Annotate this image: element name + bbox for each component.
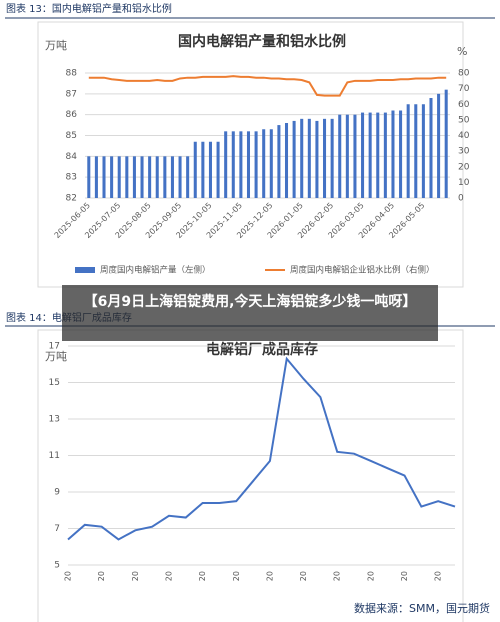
y-tick-label: 17 bbox=[49, 342, 60, 352]
bar bbox=[315, 120, 319, 198]
bar bbox=[437, 93, 441, 198]
bar bbox=[193, 141, 197, 198]
legend-label: 周度国内电解铝产量（左侧） bbox=[100, 265, 211, 276]
bar bbox=[300, 118, 304, 198]
legend-label: 周度国内电解铝企业铝水比例（右侧） bbox=[290, 265, 435, 276]
y2-tick-label: 50 bbox=[458, 115, 470, 125]
x-tick-label: 20 bbox=[164, 571, 173, 581]
y2-axis-label: % bbox=[457, 45, 467, 58]
y-tick-label: 85 bbox=[66, 131, 77, 141]
bar bbox=[330, 118, 334, 198]
y2-tick-label: 40 bbox=[458, 131, 470, 141]
bar bbox=[186, 156, 190, 198]
y-tick-label: 9 bbox=[54, 488, 60, 498]
bar bbox=[444, 89, 448, 198]
bar bbox=[254, 131, 258, 198]
bar bbox=[391, 110, 395, 198]
y2-tick-label: 0 bbox=[458, 194, 464, 204]
x-tick-label: 20 bbox=[434, 571, 443, 581]
y-tick-label: 13 bbox=[49, 415, 60, 425]
x-tick-label: 20 bbox=[400, 571, 409, 581]
bar bbox=[117, 156, 121, 198]
bar bbox=[383, 112, 387, 198]
y-tick-label: 84 bbox=[66, 152, 78, 162]
bar bbox=[414, 104, 418, 198]
bar bbox=[269, 129, 273, 198]
bar bbox=[201, 141, 205, 198]
bar bbox=[148, 156, 152, 198]
bar bbox=[361, 112, 365, 198]
y-tick-label: 86 bbox=[66, 110, 78, 120]
x-tick-label: 20 bbox=[131, 571, 140, 581]
bar bbox=[368, 112, 372, 198]
bar bbox=[421, 104, 425, 198]
bar bbox=[155, 156, 159, 198]
bar bbox=[292, 120, 296, 198]
y-axis-label: 万吨 bbox=[45, 39, 67, 52]
bar bbox=[307, 118, 311, 198]
x-tick-label: 20 bbox=[366, 571, 375, 581]
bar bbox=[216, 141, 220, 198]
bar bbox=[231, 131, 235, 198]
line bbox=[88, 75, 447, 97]
y-tick-label: 5 bbox=[54, 561, 60, 571]
y2-tick-label: 10 bbox=[458, 178, 470, 188]
x-tick-label: 20 bbox=[265, 571, 274, 581]
bar bbox=[399, 110, 403, 198]
bar bbox=[284, 123, 289, 198]
bar bbox=[262, 129, 266, 198]
bar bbox=[163, 156, 167, 198]
bar bbox=[246, 131, 251, 198]
y-tick-label: 88 bbox=[66, 69, 78, 79]
bar bbox=[353, 114, 357, 198]
bar bbox=[376, 112, 380, 198]
y2-tick-label: 60 bbox=[458, 100, 470, 110]
bar bbox=[140, 156, 144, 198]
bar bbox=[406, 104, 410, 198]
line bbox=[67, 356, 456, 541]
bar bbox=[277, 125, 281, 198]
x-tick-label: 20 bbox=[97, 571, 106, 581]
y-tick-label: 87 bbox=[66, 89, 77, 99]
source: 数据来源：SMM，国元期货 bbox=[354, 601, 490, 615]
x-tick-label: 20 bbox=[299, 571, 308, 581]
y-tick-label: 11 bbox=[49, 451, 60, 461]
bar bbox=[94, 156, 98, 198]
y2-tick-label: 20 bbox=[458, 162, 470, 172]
bar bbox=[323, 118, 327, 198]
chart-title: 电解铝厂成品库存 bbox=[206, 341, 318, 358]
bar bbox=[224, 131, 228, 198]
x-tick-label: 20 bbox=[64, 571, 73, 581]
y-tick-label: 82 bbox=[66, 194, 77, 204]
y2-tick-label: 30 bbox=[458, 147, 470, 157]
y2-tick-label: 70 bbox=[458, 84, 470, 94]
bar bbox=[87, 156, 91, 198]
caption: 图表 13：国内电解铝产量和铝水比例 bbox=[6, 2, 172, 15]
bar bbox=[239, 131, 243, 198]
chart-title: 国内电解铝产量和铝水比例 bbox=[178, 33, 346, 50]
bar bbox=[178, 156, 182, 198]
bar bbox=[170, 156, 174, 198]
bar bbox=[102, 156, 106, 198]
x-tick-label: 20 bbox=[232, 571, 241, 581]
x-tick-label: 20 bbox=[198, 571, 207, 581]
x-tick-label: 20 bbox=[333, 571, 342, 581]
bar bbox=[429, 98, 433, 198]
y-tick-label: 15 bbox=[49, 378, 60, 388]
y-tick-label: 83 bbox=[66, 173, 77, 183]
legend-swatch bbox=[75, 267, 95, 273]
y2-tick-label: 80 bbox=[458, 69, 470, 79]
bar bbox=[208, 141, 212, 198]
bar bbox=[110, 156, 114, 198]
bar bbox=[132, 156, 136, 198]
bar bbox=[345, 114, 349, 198]
bar bbox=[125, 156, 129, 198]
bar bbox=[338, 114, 342, 198]
y-tick-label: 7 bbox=[54, 524, 60, 534]
overlay-title: 【6月9日上海铝锭费用,今天上海铝锭多少钱一吨呀】 bbox=[62, 285, 438, 341]
y-axis-label: 万吨 bbox=[45, 350, 67, 363]
